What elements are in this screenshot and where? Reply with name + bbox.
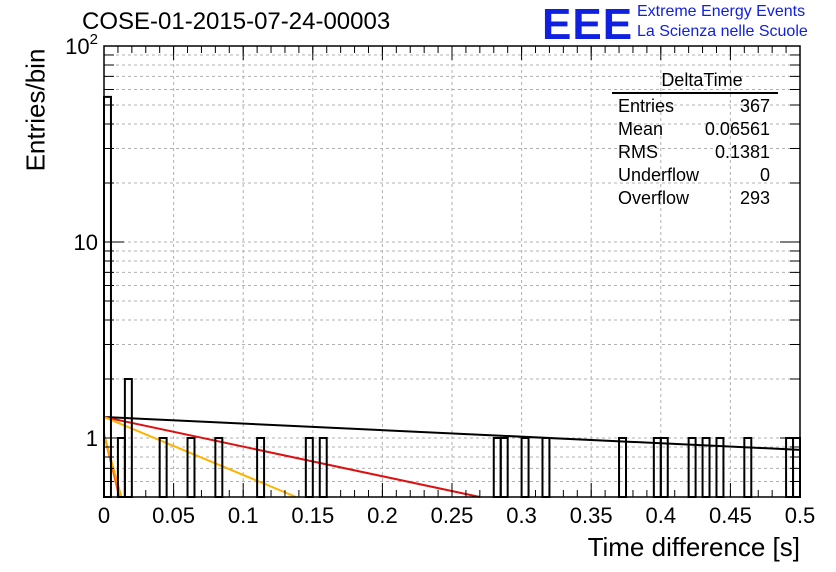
stats-divider <box>612 92 778 94</box>
y-tick-label: 1 <box>86 426 98 451</box>
stat-row-rms: RMS 0.1381 <box>618 142 770 162</box>
stat-row-entries: Entries 367 <box>618 96 770 116</box>
y-axis-label: Entries/bin <box>20 48 51 172</box>
fit-line-0 <box>103 415 801 451</box>
y-tick-label: 102 <box>65 31 98 59</box>
stat-row-mean: Mean 0.06561 <box>618 119 770 139</box>
y-tick-label: 10 <box>74 230 98 255</box>
x-axis-label: Time difference [s] <box>587 532 800 562</box>
logo-line-2: La Scienza nelle Scuole <box>637 23 808 40</box>
x-tick-label: 0.35 <box>570 503 613 528</box>
stat-row-underflow: Underflow 0 <box>618 165 770 185</box>
x-tick-label: 0.4 <box>646 503 677 528</box>
x-tick-label: 0.3 <box>506 503 537 528</box>
x-tick-label: 0.5 <box>785 503 816 528</box>
stats-title: DeltaTime <box>661 70 743 90</box>
x-tick-label: 0.1 <box>228 503 259 528</box>
eee-logo: EEE <box>542 0 634 49</box>
fit-line-1 <box>103 416 481 498</box>
x-tick-label: 0 <box>98 503 110 528</box>
x-tick-label: 0.2 <box>367 503 398 528</box>
x-tick-label: 0.05 <box>152 503 195 528</box>
stats-box: DeltaTime Entries 367 Mean 0.06561 RMS 0.13… <box>612 70 778 211</box>
x-tick-label: 0.25 <box>431 503 474 528</box>
stat-row-overflow: Overflow 293 <box>618 188 770 208</box>
x-tick-label: 0.45 <box>709 503 752 528</box>
chart-title: COSE-01-2015-07-24-00003 <box>82 8 391 35</box>
logo-line-1: Extreme Energy Events <box>637 3 806 20</box>
x-tick-label: 0.15 <box>291 503 334 528</box>
